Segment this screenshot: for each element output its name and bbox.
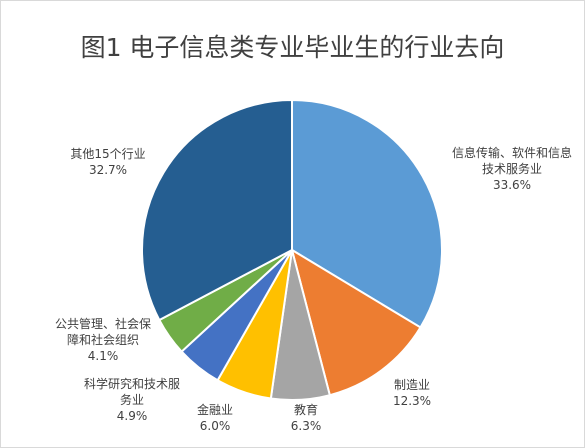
pie-slice bbox=[291, 98, 443, 329]
slice-label: 科学研究和技术服务业 4.9% bbox=[84, 376, 180, 423]
slice-category-label: 教育 bbox=[294, 402, 318, 417]
pie-slice bbox=[141, 98, 293, 322]
slice-value-label: 6.0% bbox=[200, 419, 231, 433]
slice-value-label: 32.7% bbox=[89, 163, 127, 177]
slice-category-label: 金融业 bbox=[197, 402, 233, 417]
slice-category-label: 务业 bbox=[120, 392, 144, 407]
slice-category-label: 其他15个行业 bbox=[70, 147, 145, 161]
slice-category-label: 科学研究和技术服 bbox=[84, 376, 180, 391]
slice-value-label: 12.3% bbox=[393, 394, 431, 408]
slice-category-label: 公共管理、社会保 bbox=[55, 316, 151, 331]
slice-label: 信息传输、软件和信息技术服务业 33.6% bbox=[452, 145, 572, 192]
slice-value-label: 6.3% bbox=[291, 419, 322, 433]
slice-category-label: 制造业 bbox=[394, 378, 430, 392]
slice-label: 公共管理、社会保障和社会组织 4.1% bbox=[55, 316, 151, 363]
slice-value-label: 4.1% bbox=[88, 349, 119, 363]
slice-label: 教育 6.3% bbox=[291, 402, 322, 433]
slice-label: 制造业 12.3% bbox=[393, 378, 431, 408]
slice-value-label: 33.6% bbox=[493, 178, 531, 192]
slice-category-label: 信息传输、软件和信息 bbox=[452, 145, 572, 160]
slice-category-label: 技术服务业 bbox=[482, 161, 542, 176]
pie-slice bbox=[290, 247, 422, 397]
slice-label: 其他15个行业 32.7% bbox=[70, 147, 145, 177]
chart-title: 图1 电子信息类专业毕业生的行业去向 bbox=[80, 33, 505, 62]
slice-value-label: 4.9% bbox=[117, 409, 148, 423]
slice-category-label: 障和社会组织 bbox=[67, 332, 139, 347]
slice-label: 金融业 6.0% bbox=[197, 402, 233, 433]
